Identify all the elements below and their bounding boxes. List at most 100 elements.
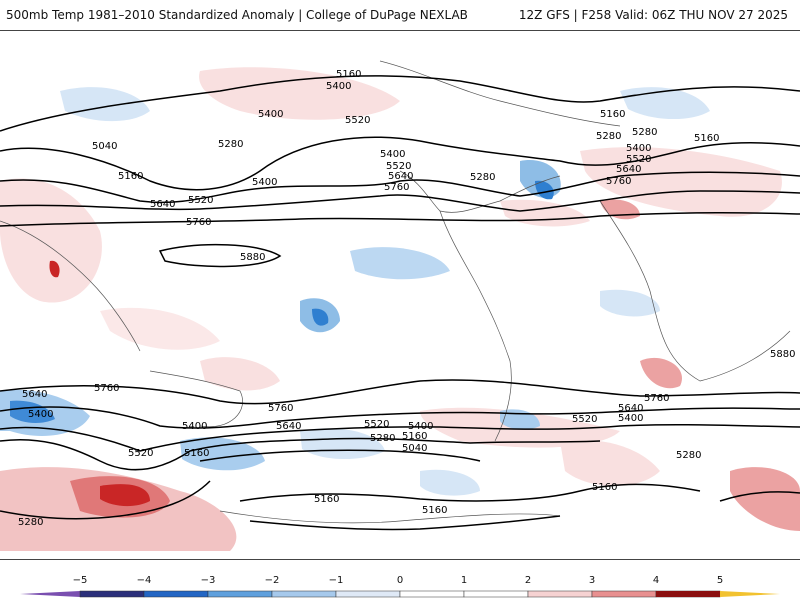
anomaly-area bbox=[300, 428, 385, 460]
colorbar-segment bbox=[79, 590, 145, 598]
colorbar-tick-label: 4 bbox=[653, 575, 659, 586]
coastline bbox=[399, 170, 561, 213]
contour-label: 5160 bbox=[336, 69, 361, 80]
contour-label: 5880 bbox=[770, 349, 795, 360]
contour-label: 5160 bbox=[422, 505, 447, 516]
colorbar-low-end bbox=[20, 591, 80, 597]
anomaly-area bbox=[535, 180, 554, 200]
contour-label: 5160 bbox=[600, 109, 625, 120]
anomaly-area bbox=[420, 469, 480, 496]
contour-label: 5520 bbox=[386, 161, 411, 172]
contour-line bbox=[0, 423, 800, 452]
contour-line bbox=[0, 379, 800, 405]
contour-line bbox=[0, 171, 800, 204]
contour-label: 5280 bbox=[470, 172, 495, 183]
colorbar-segment bbox=[591, 590, 657, 598]
contour-label: 5640 bbox=[22, 389, 47, 400]
anomaly-area bbox=[640, 357, 682, 389]
anomaly-area bbox=[560, 439, 660, 486]
colorbar-tick-label: −4 bbox=[137, 575, 152, 586]
contour-label: 5160 bbox=[118, 171, 143, 182]
contour-label: 5400 bbox=[618, 413, 643, 424]
contour-line bbox=[158, 243, 282, 268]
anomaly-area bbox=[350, 247, 450, 280]
contour-label: 5640 bbox=[150, 199, 175, 210]
colorbar-segment bbox=[527, 590, 593, 598]
colorbar-segment bbox=[399, 590, 465, 598]
contour-label: 5280 bbox=[596, 131, 621, 142]
contour-label: 5520 bbox=[128, 448, 153, 459]
anomaly-area bbox=[199, 67, 400, 120]
contour-label: 5400 bbox=[28, 409, 53, 420]
contour-label: 5400 bbox=[182, 421, 207, 432]
colorbar-tick-label: 1 bbox=[461, 575, 467, 586]
anomaly-area bbox=[730, 467, 800, 531]
coastlines bbox=[0, 60, 791, 524]
contour-label: 5280 bbox=[18, 517, 43, 528]
anomaly-area bbox=[600, 289, 660, 317]
contour-label: 5160 bbox=[592, 482, 617, 493]
contour-line bbox=[0, 212, 800, 227]
contour-label: 5280 bbox=[218, 139, 243, 150]
colorbar-tick-label: −5 bbox=[73, 575, 88, 586]
coastline bbox=[219, 510, 561, 524]
colorbar-segment bbox=[207, 590, 273, 598]
anomaly-area bbox=[312, 308, 329, 326]
anomaly-area bbox=[49, 260, 60, 278]
height-contours bbox=[0, 75, 800, 531]
contour-label: 5160 bbox=[314, 494, 339, 505]
contour-label: 5760 bbox=[268, 403, 293, 414]
contour-line bbox=[249, 515, 561, 531]
anomaly-area bbox=[0, 178, 102, 303]
contour-label: 5280 bbox=[632, 127, 657, 138]
contour-label: 5160 bbox=[694, 133, 719, 144]
contour-line bbox=[0, 406, 800, 429]
contour-label: 5640 bbox=[388, 171, 413, 182]
header: 500mb Temp 1981–2010 Standardized Anomal… bbox=[0, 0, 800, 30]
contour-label: 5400 bbox=[380, 149, 405, 160]
contour-label: 5760 bbox=[186, 217, 211, 228]
contour-label: 5640 bbox=[276, 421, 301, 432]
contour-label: 5760 bbox=[644, 393, 669, 404]
run-info: 12Z GFS | F258 Valid: 06Z THU NOV 27 202… bbox=[518, 8, 788, 22]
colorbar-tick-label: −3 bbox=[201, 575, 216, 586]
contour-label: 5280 bbox=[370, 433, 395, 444]
contour-label: 5640 bbox=[618, 403, 643, 414]
coastline bbox=[379, 60, 621, 127]
contour-line bbox=[199, 449, 481, 462]
contour-label: 5400 bbox=[408, 421, 433, 432]
contour-line bbox=[239, 483, 701, 502]
contour-label: 5520 bbox=[364, 419, 389, 430]
colorbar-legend: −5 −4 −3 −2 −1 0 1 2 3 4 5 bbox=[0, 565, 800, 600]
contour-label: 5400 bbox=[626, 143, 651, 154]
colorbar-segment bbox=[335, 590, 401, 598]
contour-label: 5520 bbox=[572, 414, 597, 425]
contour-label: 5400 bbox=[258, 109, 283, 120]
colorbar-tick-label: 0 bbox=[397, 575, 403, 586]
contour-line bbox=[0, 75, 800, 132]
contour-label: 5160 bbox=[402, 431, 427, 442]
contour-label: 5520 bbox=[345, 115, 370, 126]
contour-label: 5760 bbox=[94, 383, 119, 394]
anomaly-area bbox=[100, 484, 150, 507]
negative-anomaly-shading bbox=[0, 87, 710, 496]
contour-value-labels: 5160 5400 5520 5400 5280 5400 5040 5160 … bbox=[18, 69, 795, 528]
contour-label: 5760 bbox=[606, 176, 631, 187]
contour-label: 5640 bbox=[616, 164, 641, 175]
contour-line bbox=[0, 480, 211, 520]
contour-label: 5040 bbox=[92, 141, 117, 152]
contour-label: 5160 bbox=[184, 448, 209, 459]
anomaly-area bbox=[200, 357, 280, 391]
coastline bbox=[599, 200, 791, 382]
contour-line bbox=[719, 491, 800, 502]
contour-line bbox=[0, 437, 601, 471]
colorbar-segment bbox=[143, 590, 209, 598]
colorbar-tick-label: 2 bbox=[525, 575, 531, 586]
colorbar-segment bbox=[656, 591, 720, 597]
colorbar-segment bbox=[271, 590, 337, 598]
colorbar-svg: −5 −4 −3 −2 −1 0 1 2 3 4 5 bbox=[20, 575, 780, 598]
anomaly-area bbox=[60, 87, 150, 122]
contour-line bbox=[0, 190, 800, 212]
colorbar-segment bbox=[463, 590, 529, 598]
coastline bbox=[439, 210, 512, 442]
